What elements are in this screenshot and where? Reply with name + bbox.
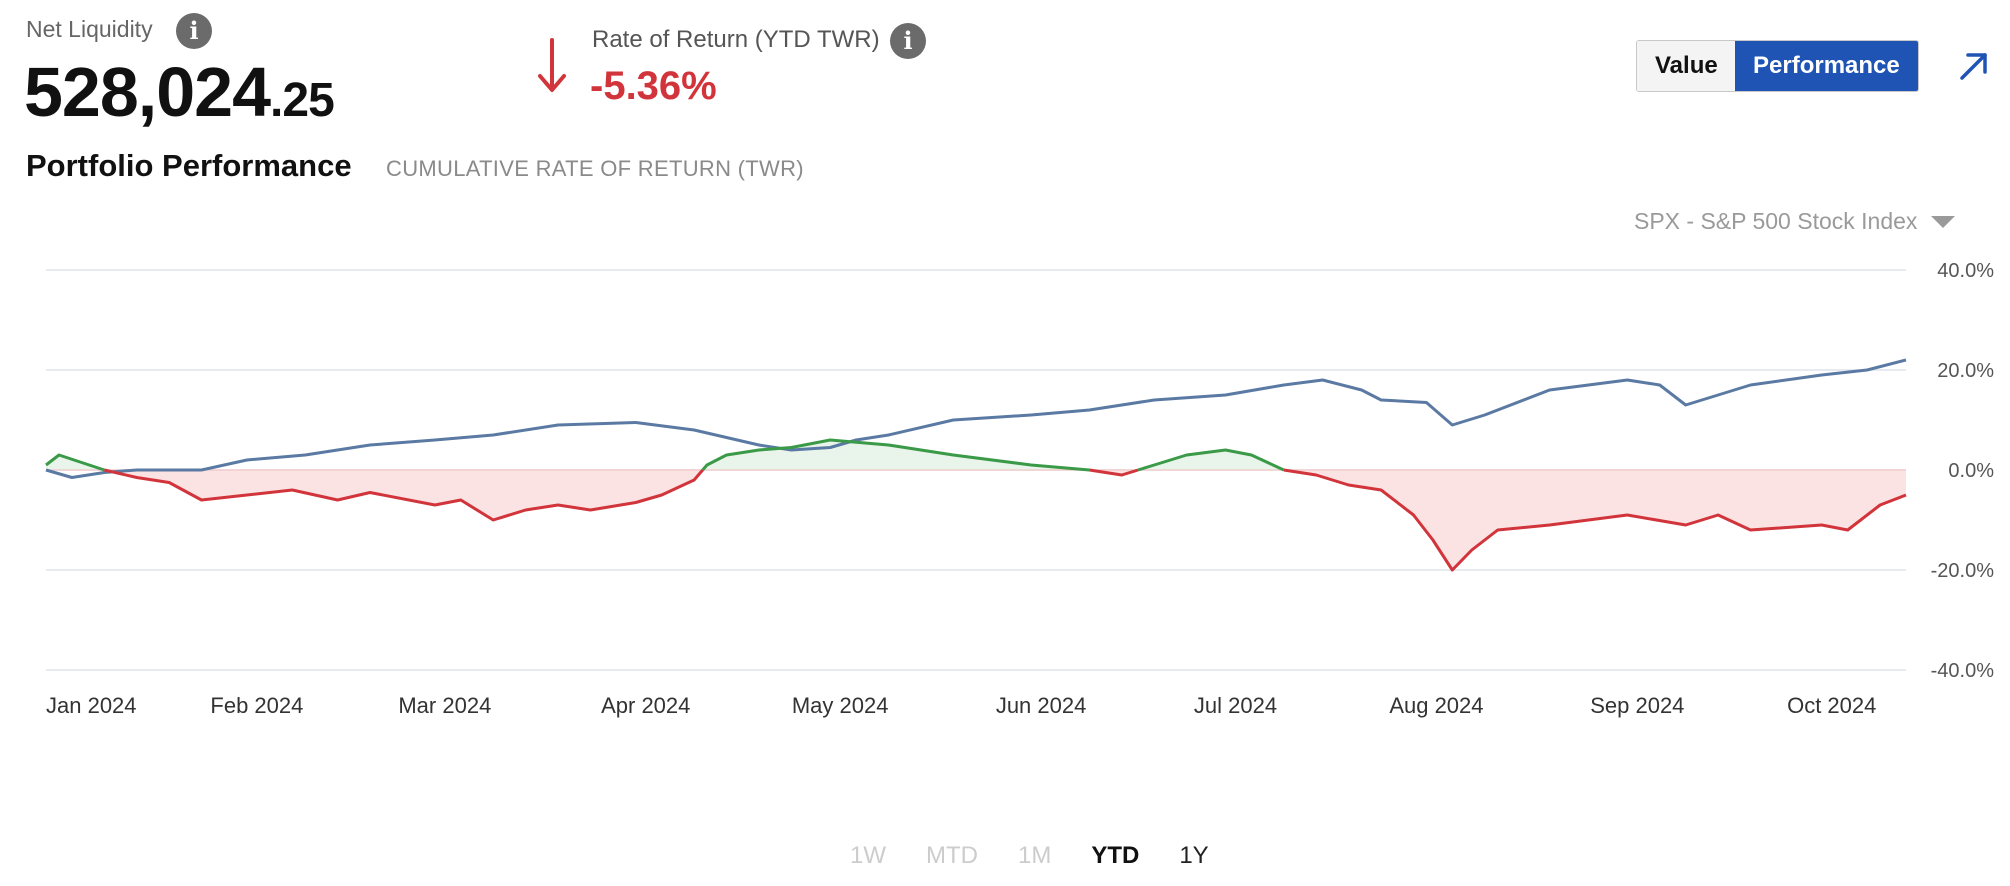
net-liquidity-main: 528,024 xyxy=(24,53,271,131)
portfolio-series-negative xyxy=(103,468,704,522)
performance-chart-svg: 40.0% 20.0% 0.0% -20.0% -40.0% Jan 2024 Feb 20… xyxy=(45,260,1995,718)
portfolio-series-negative xyxy=(1283,468,1907,572)
portfolio-series-positive xyxy=(1137,448,1285,472)
page-subtitle: CUMULATIVE RATE OF RETURN (TWR) xyxy=(386,156,804,181)
portfolio-series-negative xyxy=(1089,468,1139,477)
range-ytd[interactable]: YTD xyxy=(1091,842,1140,869)
negative-area xyxy=(1283,470,1906,570)
info-icon[interactable]: i xyxy=(890,23,926,59)
range-selector: 1W MTD 1M YTD 1Y xyxy=(830,842,1229,870)
performance-button[interactable]: Performance xyxy=(1735,41,1918,91)
rate-of-return-label: Rate of Return (YTD TWR) xyxy=(592,26,880,53)
net-liquidity-label: Net Liquidity xyxy=(26,16,153,42)
portfolio-series-positive xyxy=(701,438,1090,472)
range-1y[interactable]: 1Y xyxy=(1179,842,1209,869)
y-tick-label: 0.0% xyxy=(1948,460,1994,482)
net-liquidity-value: 528,024.25 xyxy=(24,52,335,132)
x-tick-label: Mar 2024 xyxy=(398,693,491,718)
portfolio-series-positive xyxy=(45,453,105,472)
range-1m: 1M xyxy=(1017,842,1052,869)
benchmark-dropdown[interactable]: SPX - S&P 500 Stock Index xyxy=(1634,208,1956,235)
info-icon[interactable]: i xyxy=(176,13,212,49)
y-tick-label: 40.0% xyxy=(1937,260,1994,282)
x-tick-label: May 2024 xyxy=(792,693,889,718)
net-liquidity-cents: .25 xyxy=(270,74,335,127)
rate-of-return-value: -5.36% xyxy=(590,64,717,108)
benchmark-label: SPX - S&P 500 Stock Index xyxy=(1634,208,1918,234)
arrow-up-right-icon[interactable] xyxy=(1956,48,1992,84)
x-tick-label: Oct 2024 xyxy=(1787,693,1876,718)
performance-chart: 40.0% 20.0% 0.0% -20.0% -40.0% Jan 2024 Feb 20… xyxy=(0,240,2010,740)
x-tick-label: Feb 2024 xyxy=(210,693,303,718)
x-tick-label: Sep 2024 xyxy=(1590,693,1684,718)
y-tick-label: 20.0% xyxy=(1937,360,1994,382)
x-tick-label: Jul 2024 xyxy=(1194,693,1277,718)
benchmark-series-line xyxy=(45,358,1907,479)
negative-area xyxy=(104,470,703,520)
view-toggle: Value Performance xyxy=(1636,40,1919,92)
value-button[interactable]: Value xyxy=(1637,41,1735,91)
y-tick-label: -20.0% xyxy=(1931,560,1995,582)
range-1w: 1W xyxy=(850,842,886,869)
positive-area xyxy=(702,440,1090,470)
range-mtd: MTD xyxy=(926,842,978,869)
caret-down-icon xyxy=(1931,215,1956,228)
x-tick-label: Jan 2024 xyxy=(46,693,137,718)
y-tick-label: -40.0% xyxy=(1931,660,1995,682)
x-tick-label: Aug 2024 xyxy=(1389,693,1483,718)
page-title: Portfolio Performance xyxy=(26,148,352,183)
x-tick-label: Jun 2024 xyxy=(996,693,1087,718)
x-tick-label: Apr 2024 xyxy=(601,693,690,718)
arrow-down-icon xyxy=(538,38,566,92)
